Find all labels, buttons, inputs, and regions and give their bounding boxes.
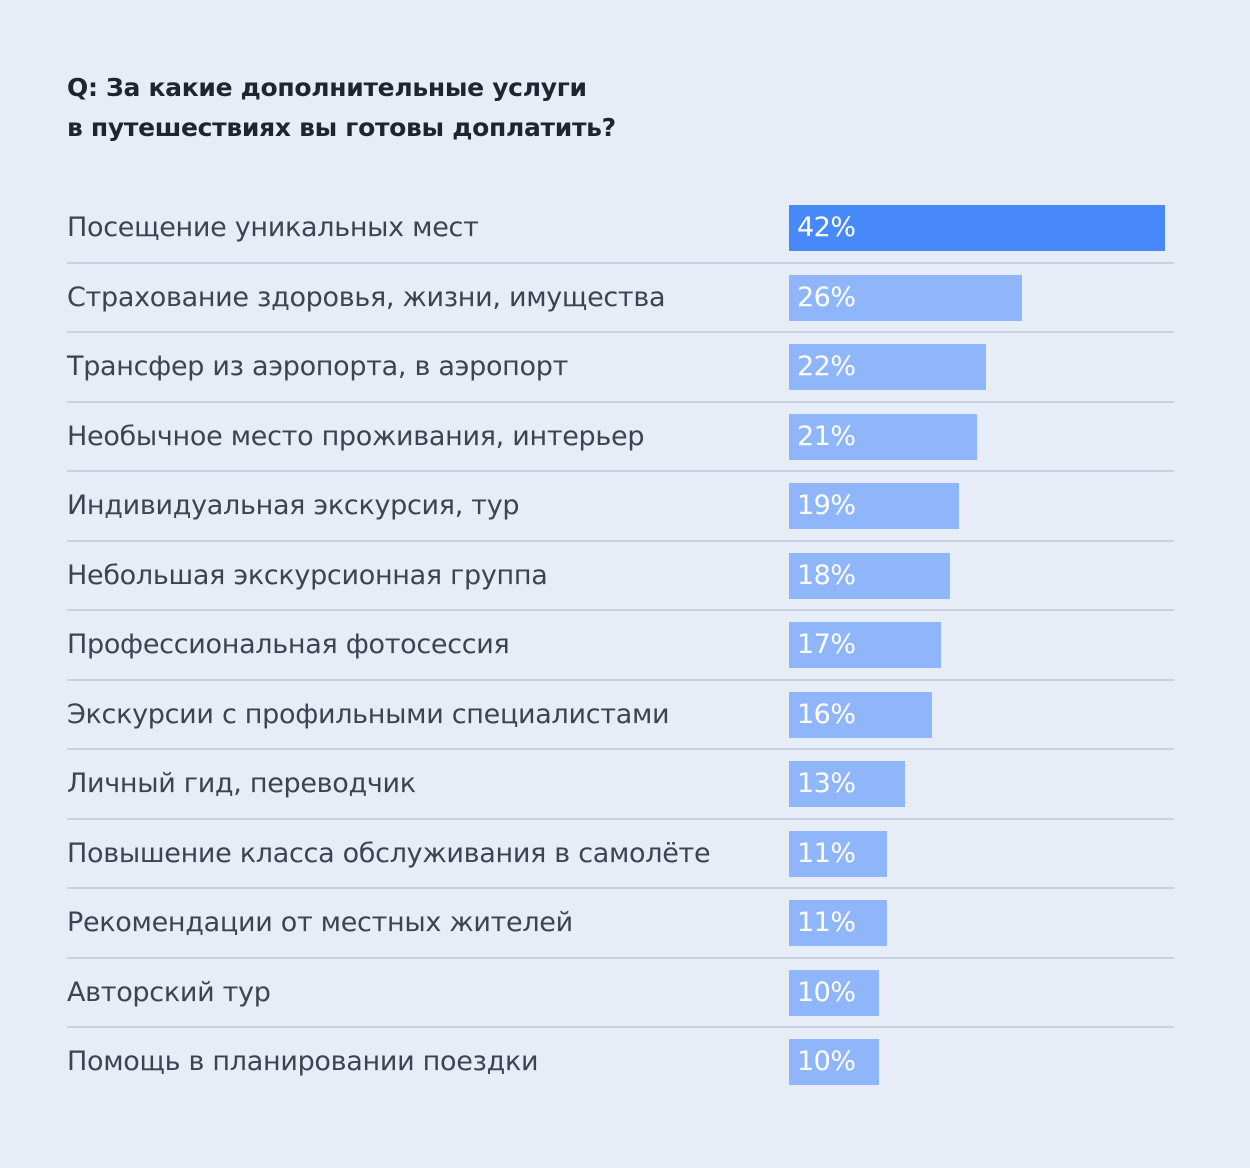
bar-value-label: 22% (797, 351, 856, 382)
bar-chart: Посещение уникальных мест 42% Страхование … (67, 205, 1174, 1109)
chart-row: Экскурсии с профильными специалистами 16% (67, 691, 1174, 762)
bar-value-label: 16% (797, 698, 856, 730)
row-divider (67, 609, 1174, 611)
row-divider (67, 956, 1174, 959)
row-label: Экскурсии с профильными специалистами (67, 698, 670, 730)
row-label: Посещение уникальных мест (67, 212, 479, 243)
row-divider (67, 817, 1174, 820)
row-label: Повышение класса обслуживания в самолёте (67, 837, 711, 869)
row-label: Помощь в планировании поездки (67, 1046, 539, 1077)
row-divider (67, 261, 1174, 264)
bar: 13% (789, 761, 905, 807)
row-label: Профессиональная фотосессия (67, 629, 510, 660)
bar-value-label: 19% (797, 490, 856, 521)
row-divider (67, 331, 1174, 333)
chart-row: Индивидуальная экскурсия, тур 19% (67, 483, 1174, 553)
bar: 10% (789, 1039, 879, 1085)
row-divider (67, 1026, 1174, 1028)
row-label: Необычное место проживания, интерьер (67, 420, 645, 452)
bar: 11% (789, 900, 887, 946)
bar-value-label: 10% (797, 1046, 856, 1077)
row-label: Страхование здоровья, жизни, имущества (67, 281, 666, 313)
bar: 42% (789, 205, 1165, 251)
bar-value-label: 11% (797, 837, 856, 869)
row-divider (67, 887, 1174, 889)
bar: 22% (789, 344, 986, 390)
bar: 16% (789, 691, 932, 738)
chart-row: Повышение класса обслуживания в самолёте… (67, 830, 1174, 901)
chart-row: Небольшая экскурсионная группа 18% (67, 552, 1174, 623)
chart-row: Посещение уникальных мест 42% (67, 205, 1174, 275)
chart-row: Помощь в планировании поездки 10% (67, 1039, 1174, 1109)
bar: 11% (789, 830, 887, 877)
row-label: Индивидуальная экскурсия, тур (67, 490, 520, 521)
chart-row: Профессиональная фотосессия 17% (67, 622, 1174, 692)
row-label: Личный гид, переводчик (67, 768, 416, 799)
chart-row: Авторский тур 10% (67, 969, 1174, 1040)
bar: 18% (789, 552, 950, 599)
bar-value-label: 42% (797, 212, 856, 243)
bar: 19% (789, 483, 959, 529)
chart-title: Q: За какие дополнительные услуги в путе… (67, 68, 616, 148)
bar-value-label: 17% (797, 629, 856, 660)
row-divider (67, 400, 1174, 403)
chart-title-line-1: Q: За какие дополнительные услуги (67, 73, 587, 102)
row-label: Авторский тур (67, 976, 271, 1008)
bar: 21% (789, 413, 977, 460)
chart-row: Личный гид, переводчик 13% (67, 761, 1174, 831)
bar: 26% (789, 274, 1022, 321)
row-divider (67, 470, 1174, 472)
bar-value-label: 26% (797, 281, 856, 313)
row-label: Небольшая экскурсионная группа (67, 559, 548, 591)
bar-value-label: 10% (797, 976, 856, 1008)
row-divider (67, 678, 1174, 681)
bar-value-label: 13% (797, 768, 856, 799)
bar-value-label: 21% (797, 420, 856, 452)
row-divider (67, 539, 1174, 542)
bar: 17% (789, 622, 941, 668)
chart-row: Рекомендации от местных жителей 11% (67, 900, 1174, 970)
row-label: Рекомендации от местных жителей (67, 907, 573, 938)
bar: 10% (789, 969, 879, 1016)
bar-value-label: 18% (797, 559, 856, 591)
chart-row: Необычное место проживания, интерьер 21% (67, 413, 1174, 484)
chart-title-line-2: в путешествиях вы готовы доплатить? (67, 113, 616, 142)
chart-row: Трансфер из аэропорта, в аэропорт 22% (67, 344, 1174, 414)
bar-value-label: 11% (797, 907, 856, 938)
row-label: Трансфер из аэропорта, в аэропорт (67, 351, 569, 382)
chart-row: Страхование здоровья, жизни, имущества 26… (67, 274, 1174, 345)
row-divider (67, 748, 1174, 750)
